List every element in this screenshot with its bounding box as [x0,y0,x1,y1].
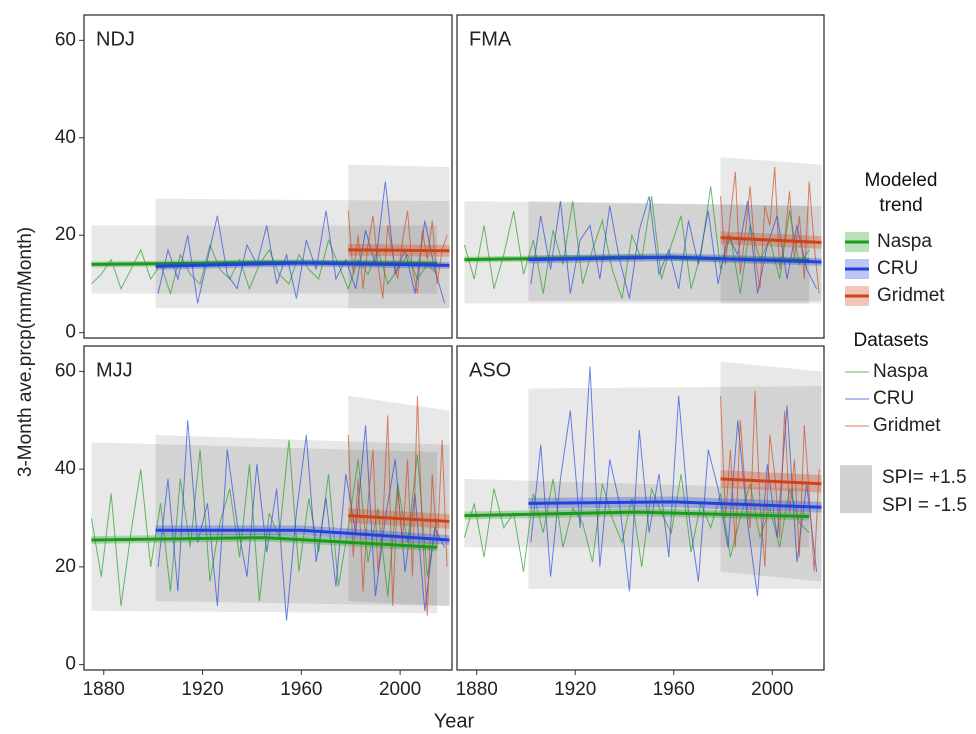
y-tick-label: 20 [55,556,76,577]
trend-line [91,536,438,549]
panel-title: FMA [469,28,512,50]
y-tick-label: 60 [55,29,76,50]
dataset-line [530,366,818,597]
panel [84,15,452,338]
panel-background [84,15,452,338]
x-tick-label: 1960 [653,679,695,700]
legend-label: CRU [877,258,918,279]
trend-line [720,236,822,245]
spi-band [720,361,822,582]
x-tick-label: 2000 [751,679,793,700]
legend-swatch [840,465,872,513]
panel [457,15,824,338]
panel-border [83,14,453,339]
x-tick-label: 2000 [379,679,421,700]
legend-label: Naspa [877,231,932,252]
trend-line [155,528,450,542]
y-tick-label: 0 [65,654,76,675]
spi-band [348,164,450,309]
panel-title: MJJ [96,359,133,381]
trend-ribbon [155,259,450,270]
dataset-line [90,439,438,607]
trend-line [155,261,450,268]
legend-label: SPI= +1.5 [882,467,967,488]
x-tick-label: 1920 [181,679,223,700]
dataset-line [91,238,438,296]
dataset-line [157,420,446,621]
trend-line [528,500,822,509]
x-axis-label: Year [434,710,475,732]
trend-line [348,248,450,253]
legend-label: CRU [873,388,914,409]
y-tick-label: 60 [55,360,76,381]
panel-border [456,345,825,671]
y-tick-label: 0 [65,322,76,343]
legend-title: Modeled trend [864,170,938,216]
dataset-line [347,210,448,299]
legend-label: Gridmet [873,415,941,436]
y-tick-label: 20 [55,224,76,245]
y-axis-label: 3-Month ave.prcp(mm/Month) [15,227,36,477]
panel [84,346,452,670]
legend-label: Gridmet [877,285,945,306]
spi-band [528,201,822,301]
panel-border [456,14,825,339]
x-tick-label: 1880 [83,679,125,700]
legend-label: Naspa [873,361,928,382]
trend-line [720,477,822,486]
trend-line [528,255,822,264]
trend-line [464,510,810,519]
legend-title: Datasets [853,330,929,351]
legend-label: SPI = -1.5 [882,495,967,516]
x-tick-label: 1920 [554,679,596,700]
x-tick-label: 1880 [456,679,498,700]
dataset-line [157,181,446,304]
spi-band [155,198,450,309]
spi-band [720,157,822,304]
y-tick-label: 40 [55,458,76,479]
x-tick-label: 1960 [280,679,322,700]
panel-title: ASO [469,359,511,381]
trend-ribbon [464,508,810,521]
y-tick-label: 40 [55,127,76,148]
dataset-line [720,166,820,294]
panel-title: NDJ [96,28,135,50]
spi-band [155,434,450,606]
panel-background [457,346,824,670]
trend-ribbon [528,496,822,513]
panel-background [457,15,824,338]
panel-border [83,345,453,671]
spi-band [528,386,822,589]
panel [457,346,824,670]
trend-line [348,514,450,523]
trend-ribbon [528,253,822,266]
